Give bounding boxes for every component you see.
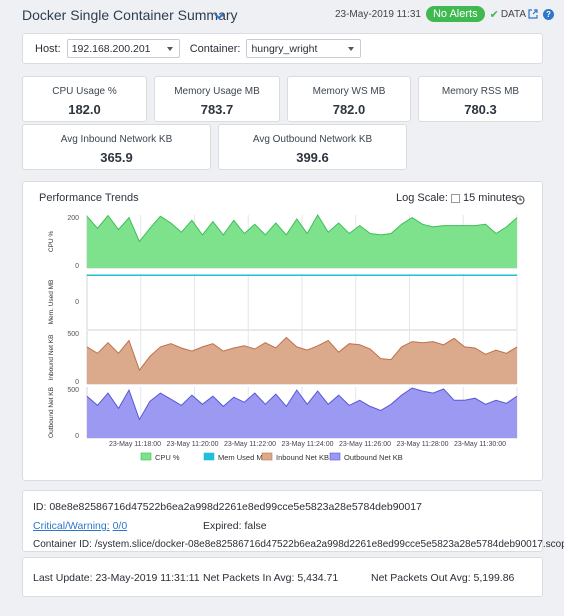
x-tick-label: 23-May 11:30:00 bbox=[454, 441, 506, 448]
log-scale-toggle[interactable]: Log Scale: bbox=[396, 192, 460, 204]
series-area bbox=[87, 215, 517, 268]
filter-bar: Host: 192.168.200.201 Container: hungry_… bbox=[22, 33, 543, 64]
x-tick-label: 23-May 11:22:00 bbox=[224, 441, 276, 448]
series-line bbox=[86, 387, 518, 421]
kpi-label: Memory WS MB bbox=[312, 86, 386, 97]
container-id-path: Container ID: /system.slice/docker-08e8e… bbox=[33, 539, 564, 550]
kpi-cpu-usage[interactable]: CPU Usage % 182.0 bbox=[22, 76, 147, 122]
performance-trends-panel: Performance Trends Log Scale: 15 minutes… bbox=[22, 181, 543, 481]
header-date: 23-May-2019 11:31 bbox=[334, 8, 421, 20]
external-link-icon[interactable] bbox=[528, 9, 538, 19]
y-axis-label: Mem. Used MB bbox=[48, 280, 55, 325]
last-update: Last Update: 23-May-2019 11:31:11 bbox=[33, 572, 200, 584]
kpi-label: Avg Inbound Network KB bbox=[60, 134, 173, 145]
critical-warning: Critical/Warning: 0/0 bbox=[33, 520, 127, 532]
alert-badge[interactable]: No Alerts bbox=[425, 6, 485, 22]
legend-label: CPU % bbox=[155, 453, 180, 462]
kpi-label: Memory Usage MB bbox=[174, 86, 260, 97]
kpi-value: 399.6 bbox=[296, 150, 329, 165]
y-axis-label: Outbound Net KB bbox=[48, 387, 55, 438]
y-tick-label: 200 bbox=[67, 215, 79, 222]
clock-icon[interactable] bbox=[515, 195, 525, 205]
kpi-memory-usage[interactable]: Memory Usage MB 783.7 bbox=[154, 76, 280, 122]
critical-warning-link[interactable]: Critical/Warning: bbox=[33, 520, 110, 532]
expired-value: false bbox=[244, 520, 267, 532]
kpi-value: 782.0 bbox=[332, 102, 366, 117]
kpi-label: Memory RSS MB bbox=[441, 86, 520, 97]
container-select[interactable]: hungry_wright bbox=[246, 39, 362, 58]
y-tick-label: 500 bbox=[67, 331, 79, 338]
y-tick-label: 0 bbox=[75, 379, 79, 386]
container-label: Container: bbox=[189, 42, 241, 55]
kpi-label: Avg Outbound Network KB bbox=[252, 134, 373, 145]
legend-label: Inbound Net KB bbox=[276, 453, 329, 462]
x-tick-label: 23-May 11:20:00 bbox=[166, 441, 218, 448]
container-value: hungry_wright bbox=[251, 42, 318, 55]
series-line bbox=[86, 336, 518, 372]
series-line bbox=[86, 214, 518, 243]
net-packets-out: Net Packets Out Avg: 5,199.86 bbox=[371, 572, 515, 584]
kpi-value: 780.3 bbox=[464, 102, 497, 117]
kpi-avg-outbound[interactable]: Avg Outbound Network KB 399.6 bbox=[218, 124, 407, 170]
series-area bbox=[87, 388, 517, 438]
host-select[interactable]: 192.168.200.201 bbox=[66, 39, 180, 58]
kpi-avg-inbound[interactable]: Avg Inbound Network KB 365.9 bbox=[22, 124, 211, 170]
check-icon: ✔ bbox=[489, 8, 499, 21]
expired-status: Expired: false bbox=[203, 520, 267, 532]
footer-panel: Last Update: 23-May-2019 11:31:11 Net Pa… bbox=[22, 557, 543, 597]
kpi-value: 182.0 bbox=[68, 102, 101, 117]
kpi-value: 783.7 bbox=[200, 102, 234, 117]
trends-title: Performance Trends bbox=[39, 192, 139, 204]
chevron-down-icon[interactable] bbox=[213, 10, 225, 22]
caret-down-icon bbox=[348, 46, 355, 51]
legend-swatch bbox=[203, 452, 215, 461]
kpi-label: CPU Usage % bbox=[52, 86, 117, 97]
page-title: Docker Single Container Summary bbox=[22, 7, 238, 23]
x-tick-label: 23-May 11:18:00 bbox=[109, 441, 161, 448]
x-tick-label: 23-May 11:24:00 bbox=[281, 441, 333, 448]
y-tick-label: 0 bbox=[75, 263, 79, 270]
caret-down-icon bbox=[166, 46, 173, 51]
host-label: Host: bbox=[35, 42, 61, 55]
legend-swatch bbox=[329, 452, 341, 461]
y-axis-label: Inbound Net KB bbox=[48, 335, 55, 381]
legend-label: Outbound Net KB bbox=[344, 453, 403, 462]
info-panel: ID: 08e8e82586716d47522b6ea2a998d2261e8e… bbox=[22, 490, 564, 552]
log-scale-checkbox[interactable] bbox=[450, 193, 460, 203]
x-tick-label: 23-May 11:28:00 bbox=[396, 441, 448, 448]
y-tick-label: 0 bbox=[75, 433, 79, 440]
x-tick-label: 23-May 11:26:00 bbox=[339, 441, 391, 448]
kpi-memory-ws[interactable]: Memory WS MB 782.0 bbox=[287, 76, 411, 122]
kpi-value: 365.9 bbox=[100, 150, 133, 165]
expired-label: Expired: bbox=[203, 520, 242, 532]
y-tick-label: 500 bbox=[67, 387, 79, 394]
legend-swatch bbox=[140, 452, 152, 461]
header: Docker Single Container Summary 23-May-2… bbox=[0, 0, 564, 30]
critical-warning-value[interactable]: 0/0 bbox=[112, 520, 128, 532]
data-label: DATA bbox=[500, 8, 526, 20]
series-area bbox=[87, 337, 517, 384]
host-value: 192.168.200.201 bbox=[71, 42, 151, 55]
y-tick-label: 0 bbox=[75, 299, 79, 306]
net-packets-in: Net Packets In Avg: 5,434.71 bbox=[203, 572, 339, 584]
legend-swatch bbox=[261, 452, 273, 461]
time-range-select[interactable]: 15 minutes bbox=[463, 192, 517, 204]
log-scale-label: Log Scale: bbox=[396, 192, 448, 204]
help-icon[interactable]: ? bbox=[543, 8, 554, 20]
data-link[interactable]: ✔ DATA bbox=[490, 8, 538, 21]
container-id-hash: ID: 08e8e82586716d47522b6ea2a998d2261e8e… bbox=[33, 501, 422, 513]
legend-label: Mem Used MB bbox=[218, 453, 268, 462]
kpi-memory-rss[interactable]: Memory RSS MB 780.3 bbox=[418, 76, 543, 122]
y-axis-label: CPU % bbox=[48, 231, 55, 253]
